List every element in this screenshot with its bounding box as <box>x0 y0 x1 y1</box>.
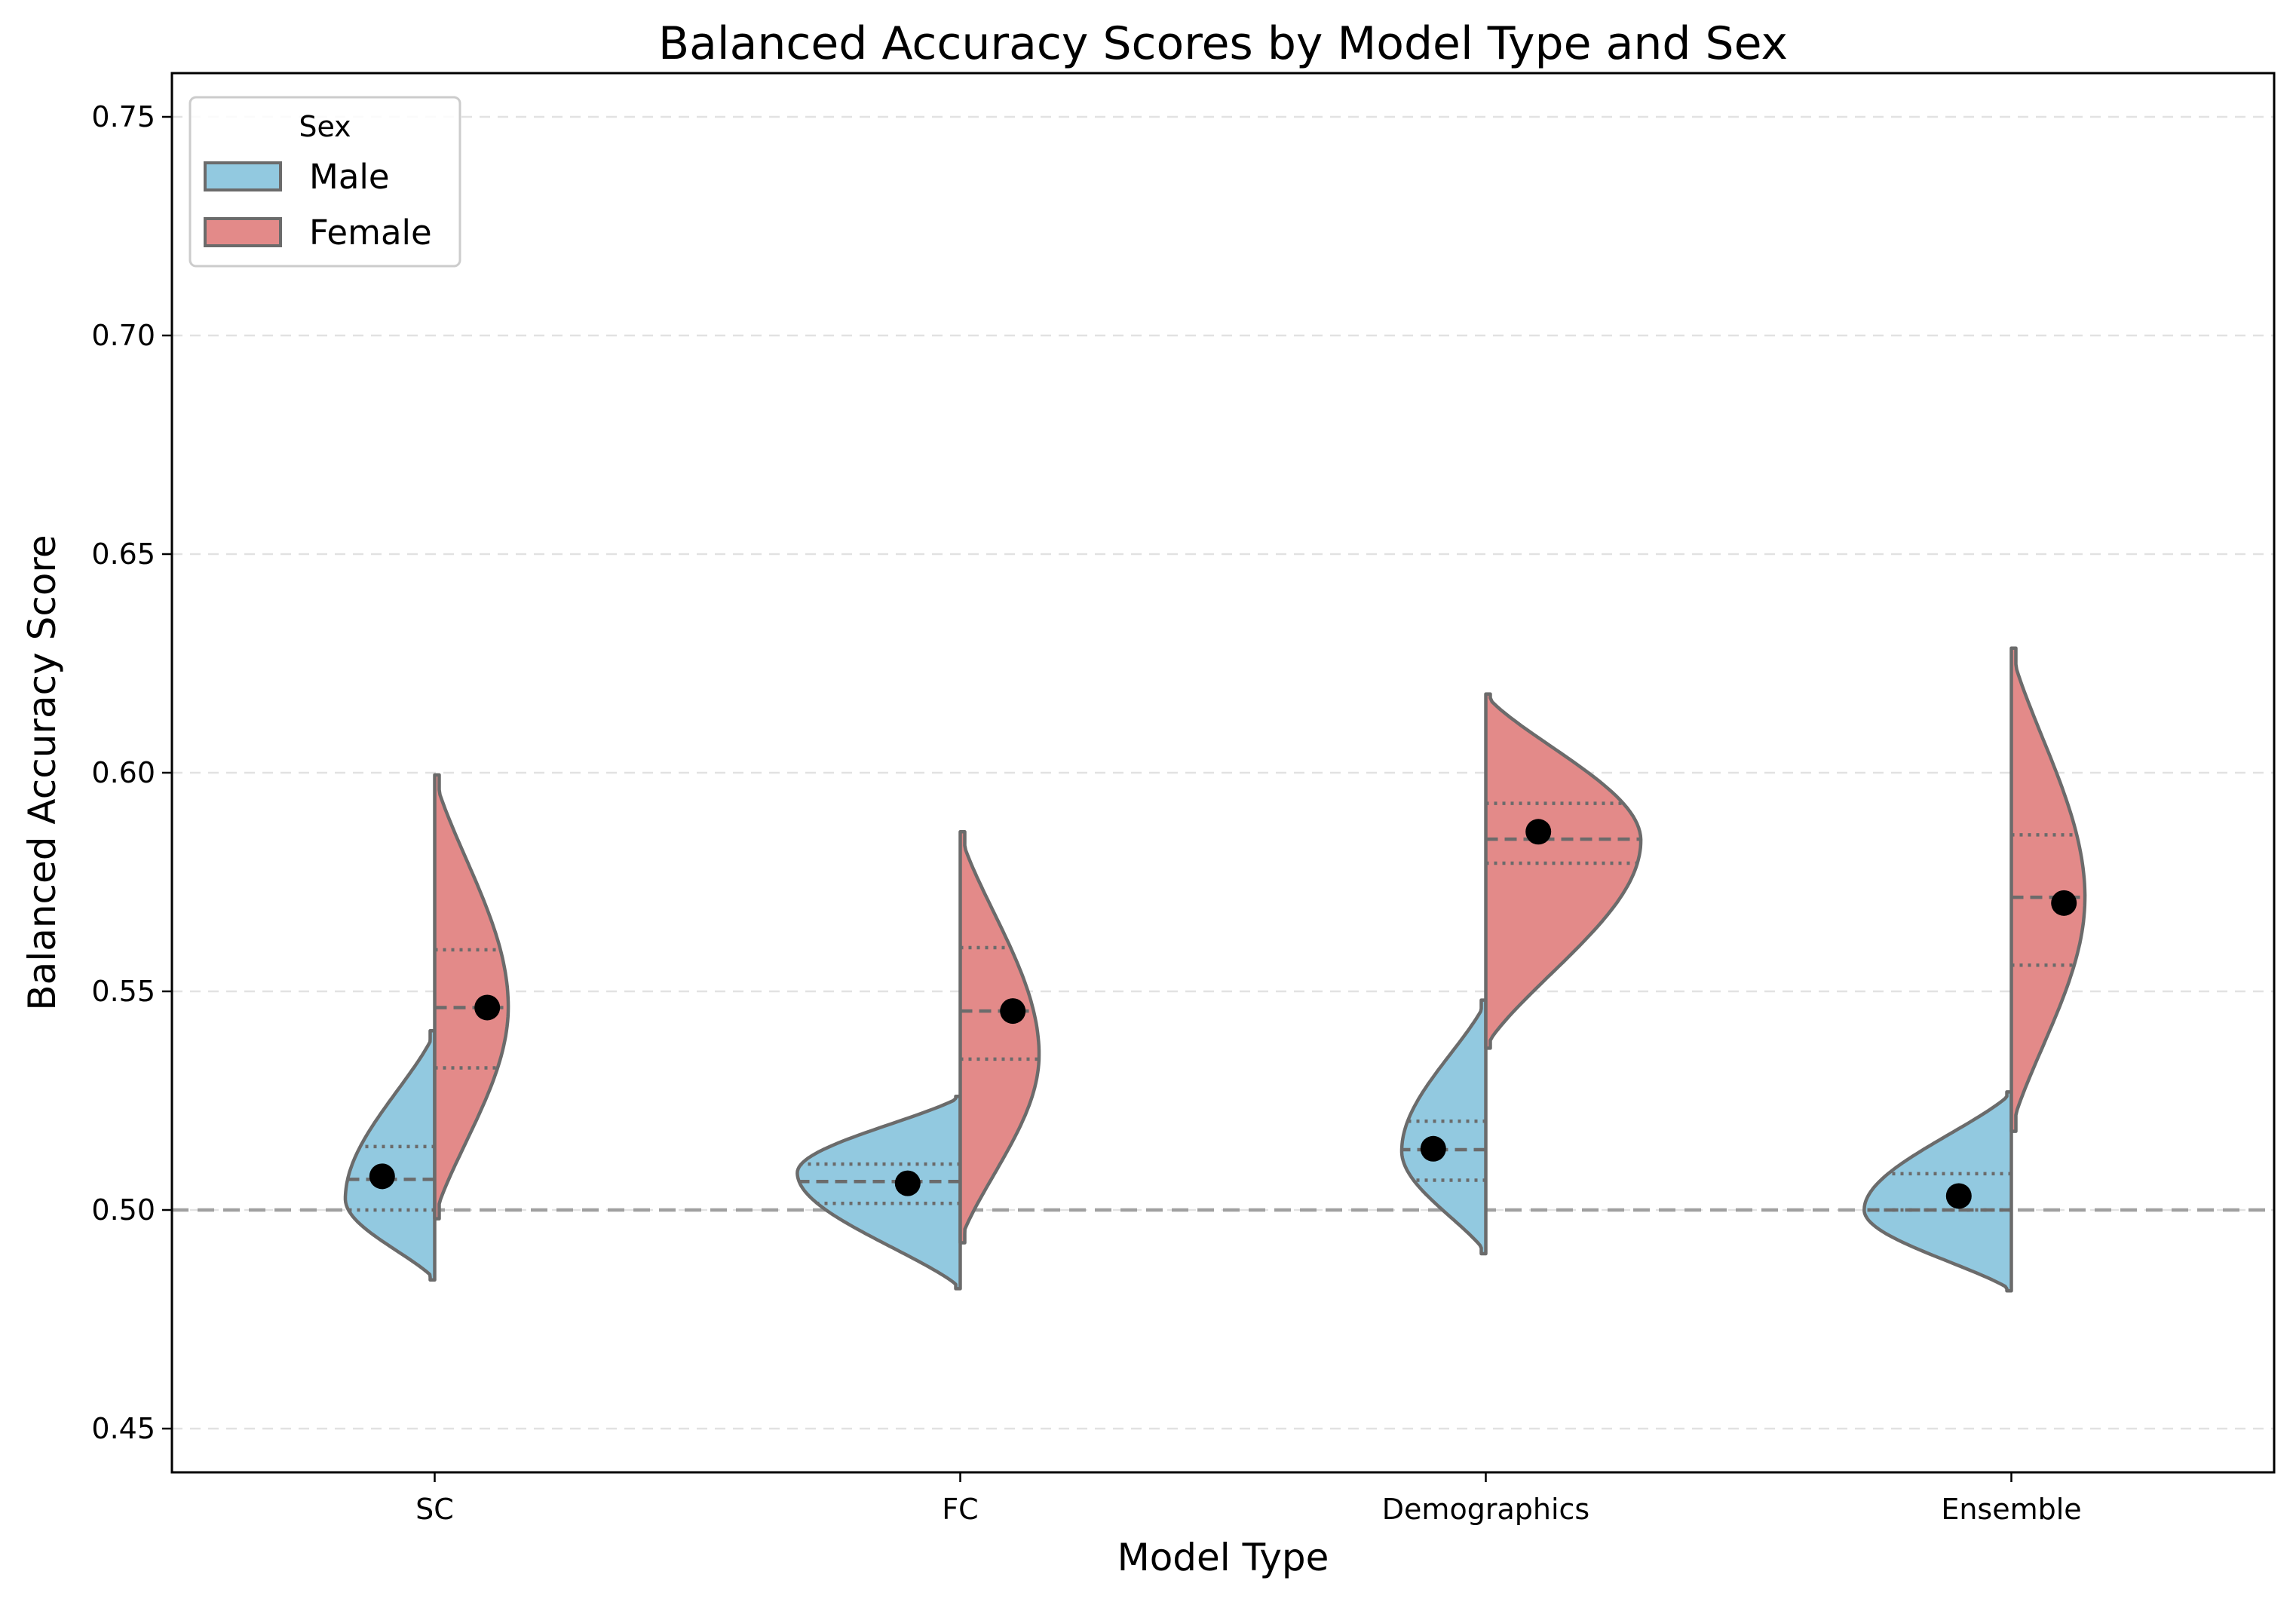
legend: Sex Male Female <box>189 96 461 268</box>
violins <box>343 646 2087 1293</box>
y-tick-label: 0.70 <box>91 319 155 352</box>
x-tick-label: SC <box>415 1493 454 1526</box>
violin-female-sc <box>433 773 510 1221</box>
mean-markers <box>369 819 2077 1209</box>
violin-female-fc <box>958 830 1041 1245</box>
chart-title: Balanced Accuracy Scores by Model Type a… <box>658 17 1788 70</box>
y-axis-ticks: 0.45 0.50 0.55 0.60 0.65 0.70 0.75 <box>91 100 172 1445</box>
y-tick-label: 0.65 <box>91 538 155 571</box>
x-tick-label: Demographics <box>1382 1493 1589 1526</box>
y-axis-label: Balanced Accuracy Score <box>20 535 64 1010</box>
y-tick-label: 0.75 <box>91 100 155 133</box>
y-tick-label: 0.60 <box>91 756 155 789</box>
legend-title: Sex <box>299 110 351 143</box>
mean-point-female-demographics <box>1525 819 1552 845</box>
violin-female-demographics <box>1484 692 1643 1050</box>
mean-point-female-fc <box>1000 998 1026 1025</box>
x-axis-label: Model Type <box>1117 1536 1329 1579</box>
legend-swatch-female <box>204 217 282 247</box>
violin-male-sc <box>343 1028 437 1282</box>
x-tick-label: Ensemble <box>1941 1493 2081 1526</box>
x-axis-ticks: SC FC Demographics Ensemble <box>415 1472 2082 1526</box>
mean-point-male-fc <box>894 1170 921 1196</box>
violin-male-ensemble <box>1862 1090 2013 1293</box>
y-tick-label: 0.50 <box>91 1193 155 1227</box>
mean-point-female-sc <box>474 994 501 1021</box>
x-tick-label: FC <box>942 1493 978 1526</box>
violin-male-demographics <box>1399 998 1488 1256</box>
mean-point-male-demographics <box>1420 1135 1446 1162</box>
legend-label-male: Male <box>309 157 390 197</box>
mean-point-female-ensemble <box>2051 890 2077 916</box>
y-tick-label: 0.55 <box>91 975 155 1008</box>
mean-point-male-ensemble <box>1945 1183 1972 1209</box>
y-tick-label: 0.45 <box>91 1412 155 1445</box>
violin-male-fc <box>795 1094 962 1291</box>
legend-label-female: Female <box>309 213 432 253</box>
violin-female-ensemble <box>2009 646 2087 1133</box>
legend-swatch-male <box>204 161 282 191</box>
mean-point-male-sc <box>369 1163 395 1190</box>
